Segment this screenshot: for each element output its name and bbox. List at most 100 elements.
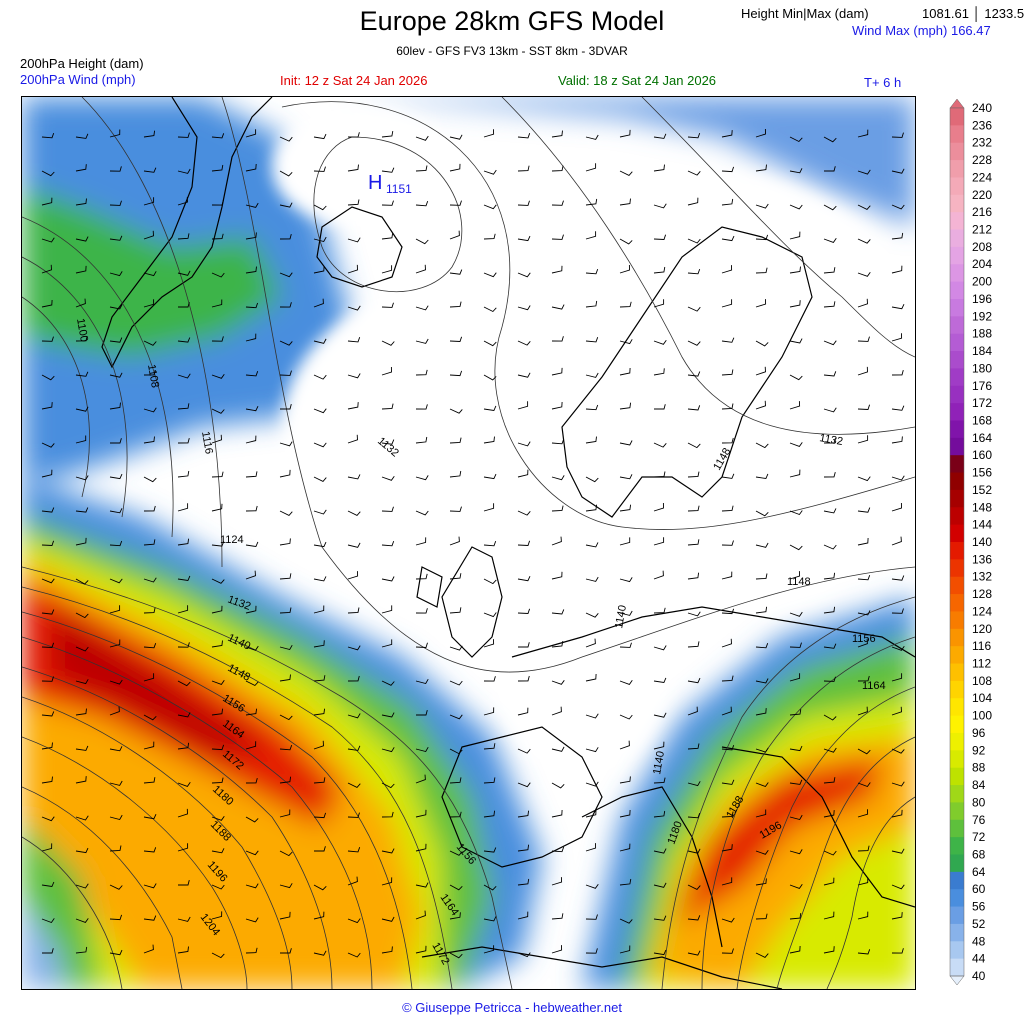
- wind-barb: [789, 544, 803, 551]
- wind-barb: [823, 777, 836, 784]
- wind-barb: [41, 642, 55, 648]
- wind-barb: [143, 673, 155, 682]
- wind-barb: [619, 264, 630, 274]
- wind-barb: [653, 741, 665, 750]
- wind-barb: [279, 302, 292, 308]
- wind-barb: [585, 542, 599, 548]
- legend-swatch: [950, 351, 964, 369]
- wind-barb: [41, 132, 55, 139]
- wind-barb: [347, 337, 361, 343]
- wind-barb: [823, 544, 837, 550]
- wind-barb: [449, 134, 463, 140]
- wind-barb: [721, 877, 733, 886]
- legend-swatch: [950, 542, 964, 560]
- wind-barb: [313, 640, 325, 648]
- wind-barb: [381, 302, 394, 308]
- wind-barb: [483, 639, 495, 648]
- wind-barb: [347, 675, 360, 682]
- wind-barb: [721, 403, 734, 410]
- wind-barb: [211, 336, 224, 342]
- wind-barb: [789, 913, 802, 920]
- wind-barb: [857, 204, 871, 210]
- wind-barb: [143, 369, 156, 376]
- wind-barb: [279, 233, 292, 240]
- wind-barb: [449, 370, 463, 377]
- wind-barb: [857, 675, 870, 682]
- legend-swatch: [950, 507, 964, 526]
- wind-barb: [585, 638, 596, 648]
- wind-barb: [585, 163, 597, 172]
- wind-barb: [381, 712, 395, 718]
- wind-barb: [279, 340, 293, 346]
- legend-swatch: [950, 837, 964, 855]
- wind-barb: [619, 440, 633, 446]
- wind-barb: [789, 401, 801, 410]
- wind-barb: [75, 406, 89, 412]
- wind-barb: [551, 234, 564, 240]
- wind-barb: [755, 952, 769, 958]
- legend-tick-label: 48: [972, 934, 986, 948]
- legend-swatch: [950, 246, 964, 265]
- wind-barb: [857, 238, 871, 244]
- wind-speed-legend: 240 236 232 228 224 220 216 212 208 204 200 196 192 1…: [946, 98, 1006, 988]
- wind-barb: [381, 439, 395, 445]
- wind-barb: [41, 402, 53, 410]
- wind-barb: [415, 369, 428, 376]
- legend-tick-label: 132: [972, 570, 992, 584]
- wind-barb: [143, 299, 155, 308]
- wind-barb: [789, 469, 801, 478]
- legend-swatch: [950, 958, 964, 977]
- wind-barb: [347, 745, 361, 751]
- wind-barb: [483, 204, 497, 210]
- wind-barb: [483, 847, 497, 853]
- wind-barb: [313, 950, 327, 956]
- wind-barb: [416, 709, 428, 716]
- wind-barb: [449, 301, 462, 308]
- wind-barb: [653, 810, 666, 818]
- wind-barb: [891, 748, 905, 754]
- wind-barb: [347, 847, 361, 853]
- wind-barb: [653, 882, 667, 888]
- wind-barb: [415, 510, 429, 516]
- wind-barb: [755, 400, 766, 410]
- wind-barb: [381, 605, 393, 614]
- wind-barb: [245, 333, 257, 342]
- legend-swatch: [950, 750, 964, 769]
- wind-barb: [619, 301, 632, 308]
- wind-barb: [517, 576, 531, 582]
- wind-barb: [313, 509, 327, 515]
- wind-barb: [653, 848, 667, 854]
- wind-barb: [381, 747, 395, 753]
- legend-swatch: [950, 732, 964, 751]
- wind-barb: [449, 470, 462, 478]
- wind-barb: [449, 230, 460, 240]
- wind-barb: [687, 170, 701, 176]
- wind-barb: [687, 915, 701, 921]
- wind-barb: [245, 202, 259, 208]
- wind-barb: [857, 845, 870, 852]
- wind-barb: [143, 230, 154, 240]
- wind-barb: [721, 638, 732, 648]
- wind-barb: [279, 911, 291, 920]
- wind-barb: [823, 877, 835, 886]
- wind-barb: [551, 746, 565, 752]
- wind-barb: [755, 299, 767, 308]
- wind-barb: [177, 680, 191, 687]
- wind-barb: [687, 405, 701, 411]
- wind-barb: [211, 434, 222, 444]
- wind-barb: [347, 474, 361, 480]
- wind-barb: [823, 267, 836, 274]
- wind-barb: [415, 165, 428, 172]
- wind-barb: [279, 809, 291, 818]
- wind-barb: [41, 264, 52, 274]
- wind-barb: [891, 673, 903, 682]
- wind-barb: [687, 572, 700, 580]
- wind-barb: [585, 883, 599, 889]
- wind-barb: [313, 166, 326, 172]
- wind-barb: [891, 809, 903, 818]
- legend-swatch: [950, 559, 964, 578]
- wind-barb: [483, 272, 497, 278]
- wind-barb: [619, 740, 630, 750]
- wind-barb: [517, 200, 530, 206]
- wind-barb: [41, 578, 55, 584]
